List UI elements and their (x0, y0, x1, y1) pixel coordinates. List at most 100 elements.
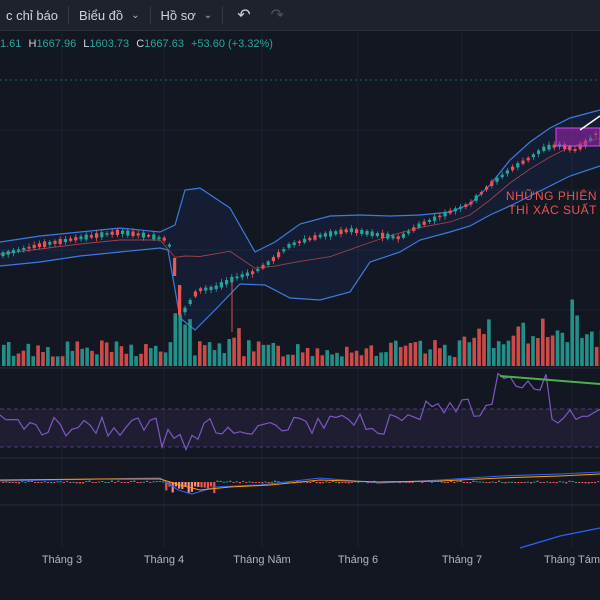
volume-bar (242, 356, 246, 366)
candle-body (344, 229, 348, 233)
candle-body (360, 229, 364, 234)
macd-bar (229, 480, 232, 482)
macd-bar (469, 482, 472, 484)
volume-bar (104, 342, 109, 366)
candle-body (427, 219, 431, 222)
macd-bar (216, 480, 219, 482)
candle-body (282, 249, 286, 252)
candle-body (188, 299, 192, 305)
macd-bar (530, 482, 533, 484)
annotation-line-2: THÌ XÁC SUẤT (508, 202, 597, 217)
macd-bar (462, 482, 465, 483)
volume-bar (193, 355, 197, 366)
macd-bar (350, 482, 353, 483)
candle-body (173, 258, 177, 276)
macd-bar (21, 481, 24, 483)
candle-body (115, 229, 119, 236)
volume-bar (433, 340, 437, 366)
month-label: Tháng Năm (233, 554, 290, 566)
macd-bar (568, 480, 571, 482)
macd-bar (82, 482, 85, 484)
volume-bar (188, 319, 192, 366)
volume-bar (114, 341, 119, 366)
macd-bar (421, 482, 424, 483)
high-key: H (28, 38, 37, 50)
macd-bar (456, 481, 459, 483)
macd-bar (146, 480, 149, 482)
volume-bar (2, 344, 6, 366)
volume-bar (472, 337, 476, 366)
candle-body (417, 223, 421, 228)
candle-body (230, 276, 234, 283)
macd-bar (536, 480, 539, 482)
macd-bar (562, 481, 565, 483)
profile-dropdown[interactable]: Hồ sơ ⌄ (155, 0, 219, 30)
candle-body (485, 186, 489, 190)
macd-bar (18, 482, 21, 484)
volume-bar (60, 356, 65, 366)
macd-bar (443, 482, 446, 484)
annotation-line-1: NHỮNG PHIÊN (506, 188, 597, 203)
candle-body (464, 204, 468, 207)
macd-bar (514, 482, 517, 483)
candle-body (79, 236, 83, 240)
chart-type-label: Biểu đồ (79, 7, 124, 23)
macd-bar (94, 482, 97, 483)
macd-bar (248, 481, 251, 483)
candle-body (516, 163, 520, 168)
macd-bar (104, 481, 107, 483)
change-value: +53.60 (+3.32%) (191, 38, 273, 50)
macd-bar (357, 481, 360, 483)
macd-bar (226, 481, 229, 483)
candle-body (152, 234, 156, 240)
candle-body (568, 146, 572, 151)
volume-bar (305, 347, 310, 366)
candle-body (334, 231, 338, 235)
macd-bar (62, 482, 65, 483)
volume-bar (168, 342, 173, 366)
volume-bar (330, 354, 334, 366)
candle-body (43, 241, 47, 247)
undo-icon[interactable]: ↶ (237, 7, 251, 24)
close-key: C (136, 38, 145, 50)
volume-bar (345, 346, 349, 366)
macd-bar (258, 482, 261, 483)
macd-bar (117, 480, 120, 482)
candle-body (277, 252, 281, 258)
macd-bar (485, 482, 488, 483)
volume-histogram (2, 299, 600, 366)
candle-body (500, 174, 504, 178)
macd-bar (149, 482, 152, 483)
macd-bar (411, 482, 414, 483)
macd-bar (88, 480, 91, 482)
bollinger-middle-band (0, 137, 600, 269)
macd-bar (101, 481, 104, 483)
indicators-label: c chỉ báo (6, 7, 59, 23)
volume-bar (251, 351, 256, 366)
volume-bar (487, 319, 491, 366)
volume-bar (11, 355, 16, 366)
toolbar-divider (149, 6, 151, 24)
volume-bar (256, 341, 261, 366)
volume-bar (541, 318, 545, 366)
macd-bar (459, 480, 462, 482)
macd-bar (555, 482, 558, 483)
chart-type-dropdown[interactable]: Biểu đồ ⌄ (73, 0, 145, 30)
volume-bar (227, 339, 231, 366)
month-label: Tháng 7 (442, 554, 482, 566)
candle-body (74, 237, 78, 241)
macd-bar (520, 482, 523, 483)
candle-body (370, 231, 374, 236)
candle-body (219, 282, 223, 288)
volume-bar (413, 342, 418, 366)
candle-body (422, 221, 426, 225)
indicators-button[interactable]: c chỉ báo (0, 0, 64, 30)
macd-bar (344, 482, 347, 484)
volume-bar (232, 337, 236, 366)
volume-bar (247, 340, 251, 366)
volume-bar (403, 345, 408, 366)
volume-bar (65, 341, 70, 366)
candle-body (89, 235, 93, 238)
macd-bar (171, 482, 174, 493)
